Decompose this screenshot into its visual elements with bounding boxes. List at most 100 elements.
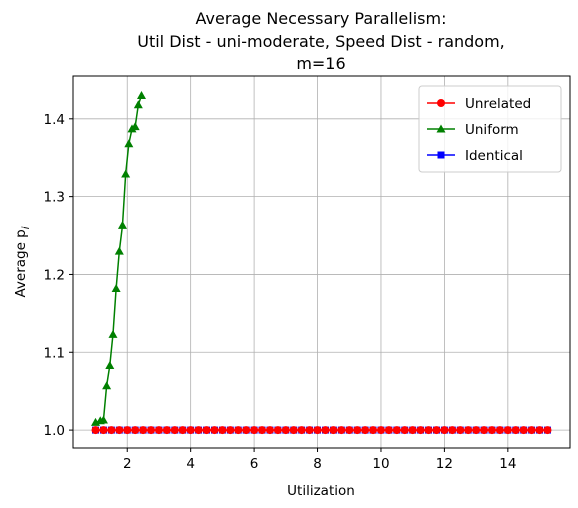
marker <box>162 426 171 435</box>
marker <box>107 426 116 435</box>
y-tick-label: 1.0 <box>44 423 65 439</box>
marker <box>154 426 163 435</box>
legend-label: Identical <box>465 148 523 164</box>
marker <box>384 426 393 435</box>
x-tick-label: 14 <box>499 456 516 472</box>
marker <box>117 220 127 229</box>
marker <box>226 426 235 435</box>
marker <box>99 426 108 435</box>
marker <box>123 426 132 435</box>
marker <box>437 151 445 159</box>
marker <box>448 426 457 435</box>
marker <box>258 426 267 435</box>
y-axis-label-text: Average p <box>13 229 29 297</box>
marker <box>535 426 544 435</box>
marker <box>170 426 179 435</box>
legend-box <box>418 85 562 173</box>
marker <box>114 246 124 255</box>
marker <box>503 426 512 435</box>
marker <box>105 361 115 370</box>
marker <box>472 426 481 435</box>
marker <box>337 426 346 435</box>
marker <box>289 426 298 435</box>
marker <box>376 426 385 435</box>
x-tick-label: 10 <box>372 456 389 472</box>
legend-label: Unrelated <box>465 96 531 112</box>
marker <box>464 426 473 435</box>
y-tick-label: 1.2 <box>44 267 65 283</box>
marker <box>313 426 322 435</box>
x-tick-label: 8 <box>313 456 322 472</box>
marker <box>281 426 290 435</box>
x-tick-label: 4 <box>186 456 195 472</box>
marker <box>480 426 489 435</box>
marker <box>121 169 131 178</box>
marker <box>111 283 121 292</box>
marker <box>353 426 362 435</box>
marker <box>250 426 259 435</box>
y-tick-label: 1.1 <box>44 345 65 361</box>
marker <box>408 426 417 435</box>
marker <box>218 426 227 435</box>
marker <box>369 426 378 435</box>
marker <box>202 426 211 435</box>
y-axis-label: Average pi <box>13 226 32 297</box>
marker <box>527 426 536 435</box>
marker <box>440 426 449 435</box>
marker <box>361 426 370 435</box>
marker <box>131 426 140 435</box>
marker <box>98 415 108 424</box>
marker <box>495 426 504 435</box>
axes-frame <box>72 75 571 449</box>
y-axis-label-sub: i <box>21 226 32 229</box>
chart-title: Average Necessary Parallelism: <box>196 9 447 28</box>
marker <box>424 426 433 435</box>
chart-title: Util Dist - uni-moderate, Speed Dist - r… <box>137 32 505 51</box>
x-axis-label: Utilization <box>287 483 355 499</box>
marker <box>321 426 330 435</box>
marker <box>416 426 425 435</box>
marker <box>137 90 147 99</box>
marker <box>102 381 112 390</box>
legend: Unrelated Uniform Identical <box>418 85 562 173</box>
marker <box>194 426 203 435</box>
marker <box>130 122 140 131</box>
marker <box>186 426 195 435</box>
marker <box>139 426 148 435</box>
marker <box>436 124 446 133</box>
marker <box>511 426 520 435</box>
x-tick-label: 6 <box>250 456 259 472</box>
x-tick-label: 12 <box>436 456 453 472</box>
marker <box>456 426 465 435</box>
marker <box>115 426 124 435</box>
marker <box>108 329 118 338</box>
y-tick-label: 1.4 <box>44 112 65 128</box>
y-tick-label: 1.3 <box>44 190 65 206</box>
marker <box>519 426 528 435</box>
plot <box>91 90 552 435</box>
marker <box>265 426 274 435</box>
marker <box>329 426 338 435</box>
marker <box>345 426 354 435</box>
marker <box>400 426 409 435</box>
marker <box>297 426 306 435</box>
marker <box>392 426 401 435</box>
marker <box>234 426 243 435</box>
marker <box>91 426 100 435</box>
marker <box>133 100 143 109</box>
marker <box>437 99 445 107</box>
chart-title: m=16 <box>296 54 345 73</box>
marker <box>178 426 187 435</box>
marker <box>487 426 496 435</box>
series-line <box>95 95 143 424</box>
marker <box>210 426 219 435</box>
legend-label: Uniform <box>465 122 519 138</box>
marker <box>273 426 282 435</box>
marker <box>242 426 251 435</box>
marker <box>543 426 552 435</box>
marker <box>147 426 156 435</box>
marker <box>432 426 441 435</box>
marker <box>124 139 134 148</box>
x-tick-label: 2 <box>123 456 132 472</box>
